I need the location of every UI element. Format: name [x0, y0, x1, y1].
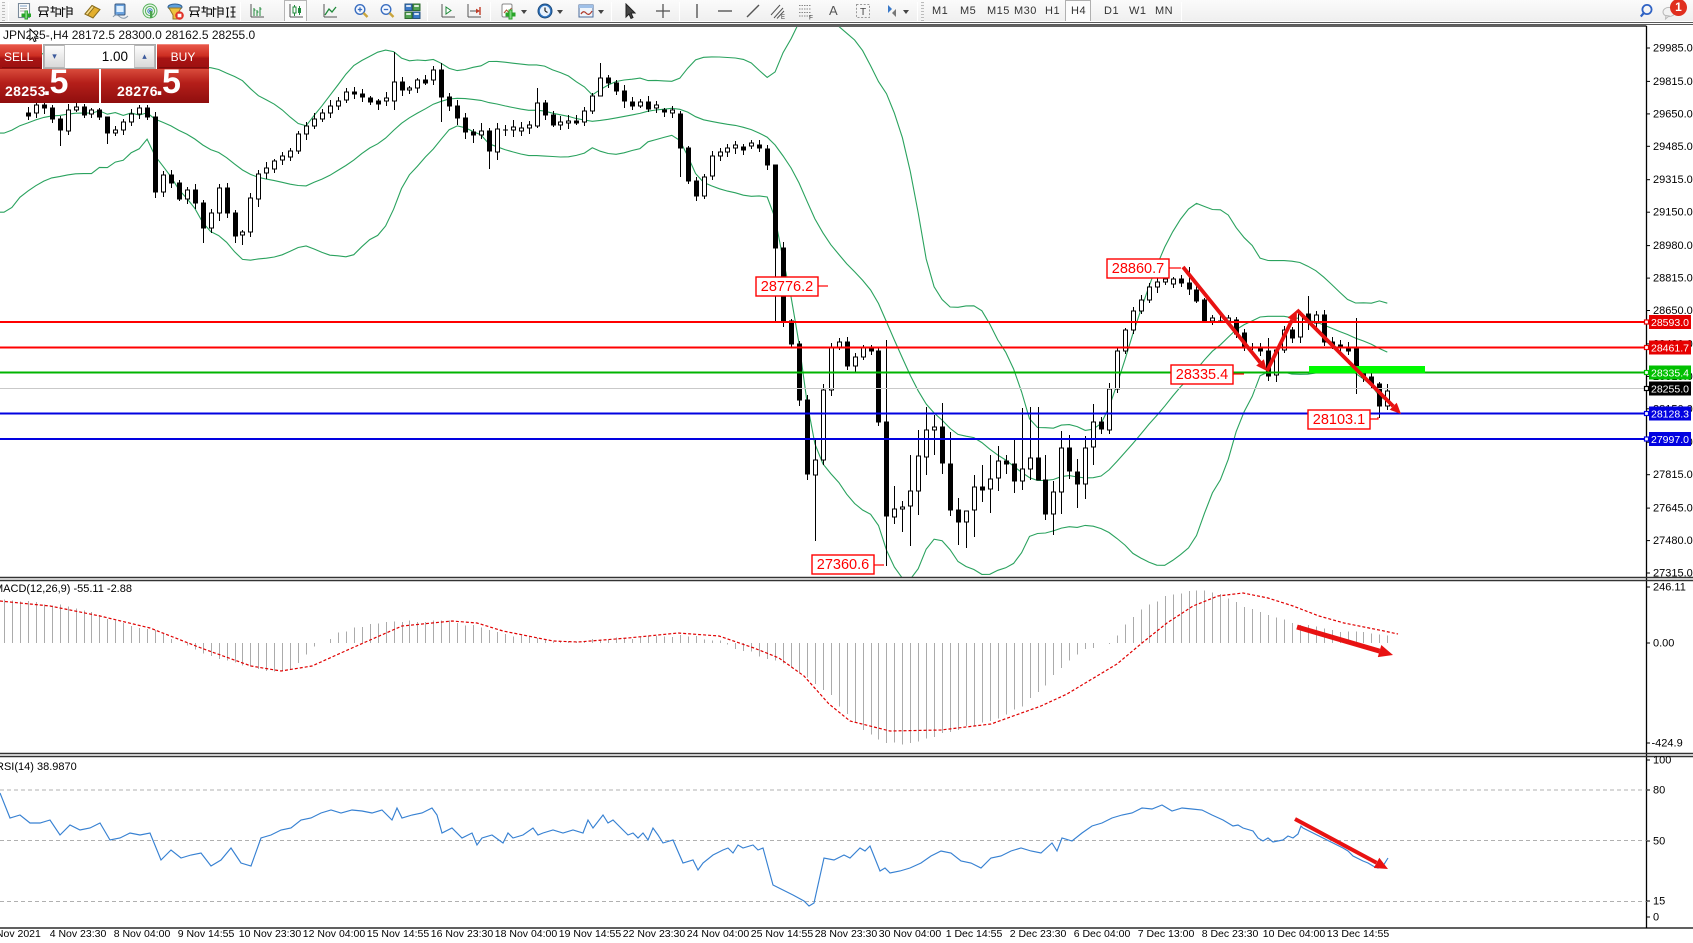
svg-text:28128.3: 28128.3 [1651, 408, 1689, 420]
svg-text:1 Dec 14:55: 1 Dec 14:55 [946, 928, 1003, 938]
svg-text:28 Nov 23:30: 28 Nov 23:30 [815, 928, 878, 938]
svg-text:E: E [781, 15, 785, 20]
svg-text:27815.0: 27815.0 [1653, 469, 1693, 481]
svg-text:8 Dec 23:30: 8 Dec 23:30 [1202, 928, 1259, 938]
svg-text:29985.0: 29985.0 [1653, 43, 1693, 55]
svg-text:15: 15 [1653, 896, 1665, 908]
svg-text:28103.1: 28103.1 [1313, 412, 1365, 428]
svg-text:10 Dec 04:00: 10 Dec 04:00 [1263, 928, 1326, 938]
svg-text:246.11: 246.11 [1653, 582, 1686, 594]
svg-text:0.00: 0.00 [1653, 638, 1674, 650]
svg-text:T: T [860, 7, 866, 18]
svg-text:10 Nov 23:30: 10 Nov 23:30 [239, 928, 302, 938]
svg-text:0: 0 [1653, 912, 1659, 924]
svg-text:28593.0: 28593.0 [1651, 317, 1689, 329]
svg-text:28776.2: 28776.2 [761, 279, 813, 295]
svg-text:12 Nov 04:00: 12 Nov 04:00 [303, 928, 366, 938]
svg-text:28980.0: 28980.0 [1653, 240, 1693, 252]
svg-text:2 Dec 23:30: 2 Dec 23:30 [1010, 928, 1067, 938]
svg-text:7 Dec 13:00: 7 Dec 13:00 [1138, 928, 1195, 938]
svg-text:100: 100 [1653, 755, 1671, 767]
svg-text:8 Nov 04:00: 8 Nov 04:00 [114, 928, 171, 938]
svg-text:F: F [809, 15, 813, 21]
svg-text:16 Nov 23:30: 16 Nov 23:30 [431, 928, 494, 938]
svg-text:50: 50 [1653, 836, 1665, 848]
svg-text:JPN225-,H4 28172.5 28300.0 28: JPN225-,H4 28172.5 28300.0 28162.5 28255… [3, 28, 256, 42]
svg-text:29150.0: 29150.0 [1653, 207, 1693, 219]
svg-text:-424.9: -424.9 [1652, 738, 1683, 750]
svg-text:27315.0: 27315.0 [1653, 568, 1693, 580]
svg-text:MACD(12,26,9) -55.11 -2.88: MACD(12,26,9) -55.11 -2.88 [0, 583, 132, 595]
svg-text:28335.4: 28335.4 [1651, 367, 1689, 379]
svg-text:28815.0: 28815.0 [1653, 273, 1693, 285]
svg-text:28255.0: 28255.0 [1651, 383, 1689, 395]
svg-text:25 Nov 14:55: 25 Nov 14:55 [751, 928, 814, 938]
svg-text:28461.7: 28461.7 [1651, 342, 1689, 354]
svg-text:29315.0: 29315.0 [1653, 174, 1693, 186]
svg-text:27360.6: 27360.6 [817, 557, 869, 573]
svg-text:18 Nov 04:00: 18 Nov 04:00 [495, 928, 558, 938]
svg-text:27997.0: 27997.0 [1651, 434, 1689, 446]
svg-text:RSI(14) 38.9870: RSI(14) 38.9870 [0, 761, 77, 773]
svg-text:80: 80 [1653, 785, 1665, 797]
svg-text:15 Nov 14:55: 15 Nov 14:55 [367, 928, 430, 938]
svg-text:28335.4: 28335.4 [1176, 367, 1228, 383]
svg-text:29815.0: 29815.0 [1653, 76, 1693, 88]
svg-text:28860.7: 28860.7 [1112, 261, 1164, 277]
svg-text:27480.0: 27480.0 [1653, 535, 1693, 547]
svg-text:19 Nov 14:55: 19 Nov 14:55 [559, 928, 622, 938]
svg-text:13 Dec 14:55: 13 Dec 14:55 [1327, 928, 1390, 938]
svg-text:28650.0: 28650.0 [1653, 305, 1693, 317]
svg-text:30 Nov 04:00: 30 Nov 04:00 [879, 928, 942, 938]
svg-text:4 Nov 23:30: 4 Nov 23:30 [50, 928, 107, 938]
svg-text:6 Dec 04:00: 6 Dec 04:00 [1074, 928, 1131, 938]
svg-text:29485.0: 29485.0 [1653, 141, 1693, 153]
svg-text:9 Nov 14:55: 9 Nov 14:55 [178, 928, 235, 938]
svg-text:27645.0: 27645.0 [1653, 503, 1693, 515]
svg-text:29650.0: 29650.0 [1653, 108, 1693, 120]
svg-text:2 Nov 2021: 2 Nov 2021 [0, 928, 41, 938]
svg-text:24 Nov 04:00: 24 Nov 04:00 [687, 928, 750, 938]
svg-text:22 Nov 23:30: 22 Nov 23:30 [623, 928, 686, 938]
